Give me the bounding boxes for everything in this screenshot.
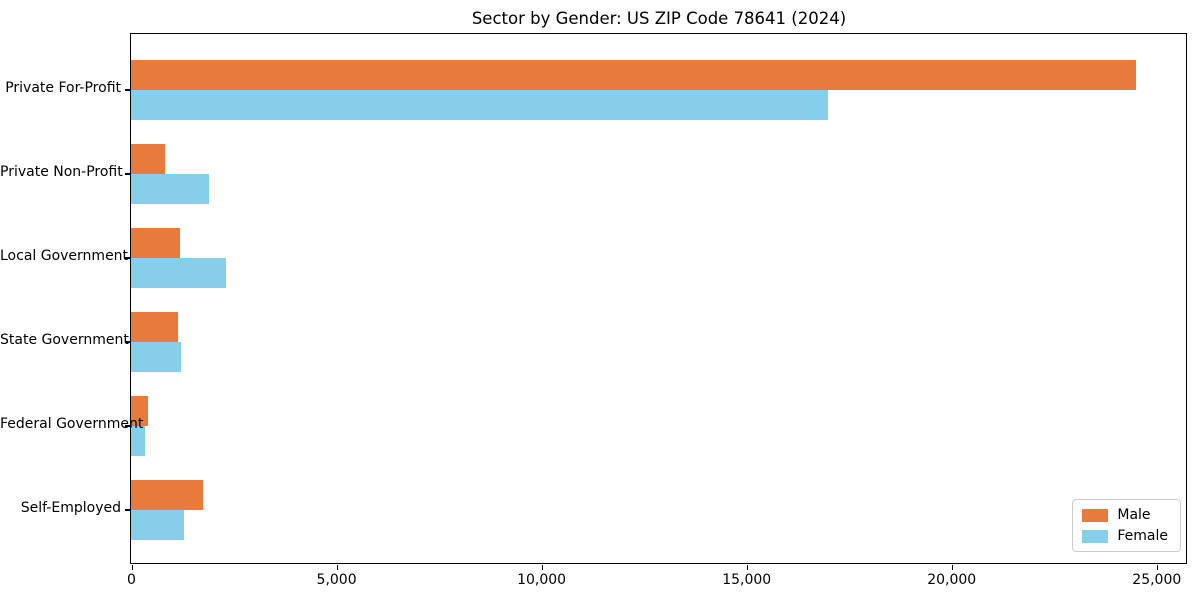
y-tick-3 bbox=[125, 341, 130, 343]
legend-entry-female: Female bbox=[1082, 528, 1168, 544]
bar-female-4 bbox=[131, 426, 145, 456]
y-tick-2 bbox=[125, 257, 130, 259]
x-tick-2 bbox=[541, 565, 544, 570]
bar-male-2 bbox=[131, 228, 181, 258]
y-label-4: Federal Government bbox=[0, 416, 144, 432]
x-label-1: 5,000 bbox=[316, 572, 357, 588]
bar-male-0 bbox=[131, 60, 1136, 90]
x-tick-4 bbox=[951, 565, 954, 570]
y-tick-5 bbox=[125, 509, 130, 511]
chart-title: Sector by Gender: US ZIP Code 78641 (202… bbox=[471, 9, 847, 28]
y-label-0: Private For-Profit bbox=[5, 80, 121, 96]
y-tick-0 bbox=[125, 89, 130, 91]
y-label-2: Local Government bbox=[0, 248, 129, 264]
bar-female-1 bbox=[131, 174, 209, 204]
x-tick-3 bbox=[746, 565, 749, 570]
x-tick-1 bbox=[336, 565, 339, 570]
bar-male-3 bbox=[131, 312, 179, 342]
legend-swatch-male bbox=[1082, 508, 1109, 522]
bar-female-3 bbox=[131, 342, 181, 372]
x-tick-0 bbox=[131, 565, 133, 570]
bar-male-5 bbox=[131, 480, 204, 510]
bar-female-2 bbox=[131, 258, 226, 288]
x-label-4: 20,000 bbox=[927, 572, 977, 588]
legend-label-female: Female bbox=[1117, 528, 1168, 544]
y-tick-4 bbox=[125, 425, 130, 427]
y-label-3: State Government bbox=[0, 332, 129, 348]
bar-female-0 bbox=[131, 90, 829, 120]
bars-layer bbox=[131, 34, 1186, 563]
x-label-3: 15,000 bbox=[722, 572, 772, 588]
legend-swatch-female bbox=[1082, 529, 1109, 543]
y-tick-1 bbox=[125, 173, 130, 175]
x-tick-5 bbox=[1156, 565, 1159, 570]
legend-label-male: Male bbox=[1117, 507, 1151, 523]
bar-male-4 bbox=[131, 396, 148, 426]
plot-area: Male Female bbox=[130, 33, 1187, 564]
x-label-0: 0 bbox=[127, 572, 136, 588]
bar-female-5 bbox=[131, 510, 184, 540]
x-label-5: 25,000 bbox=[1132, 572, 1182, 588]
y-label-1: Private Non-Profit bbox=[0, 164, 123, 180]
x-label-2: 10,000 bbox=[517, 572, 567, 588]
legend-entry-male: Male bbox=[1082, 507, 1168, 523]
legend: Male Female bbox=[1072, 499, 1181, 552]
y-label-5: Self-Employed bbox=[20, 500, 121, 516]
bar-male-1 bbox=[131, 144, 165, 174]
